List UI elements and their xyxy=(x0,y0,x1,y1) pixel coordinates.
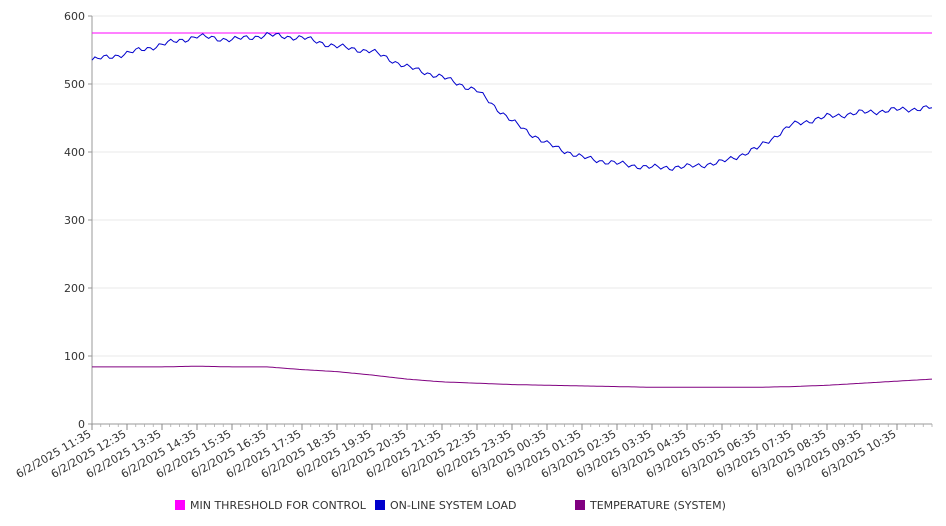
series-line xyxy=(91,31,933,171)
legend-label: TEMPERATURE (SYSTEM) xyxy=(589,499,726,512)
legend-label: ON-LINE SYSTEM LOAD xyxy=(390,499,516,512)
legend-swatch xyxy=(375,500,385,510)
legend-swatch xyxy=(575,500,585,510)
legend-swatch xyxy=(175,500,185,510)
legend-label: MIN THRESHOLD FOR CONTROL xyxy=(190,499,367,512)
y-tick-label: 400 xyxy=(64,146,85,159)
y-tick-label: 500 xyxy=(64,78,85,91)
series-line xyxy=(92,365,933,388)
y-tick-label: 100 xyxy=(64,350,85,363)
y-tick-label: 0 xyxy=(78,418,85,431)
y-tick-label: 600 xyxy=(64,10,85,23)
y-tick-label: 300 xyxy=(64,214,85,227)
y-tick-label: 200 xyxy=(64,282,85,295)
